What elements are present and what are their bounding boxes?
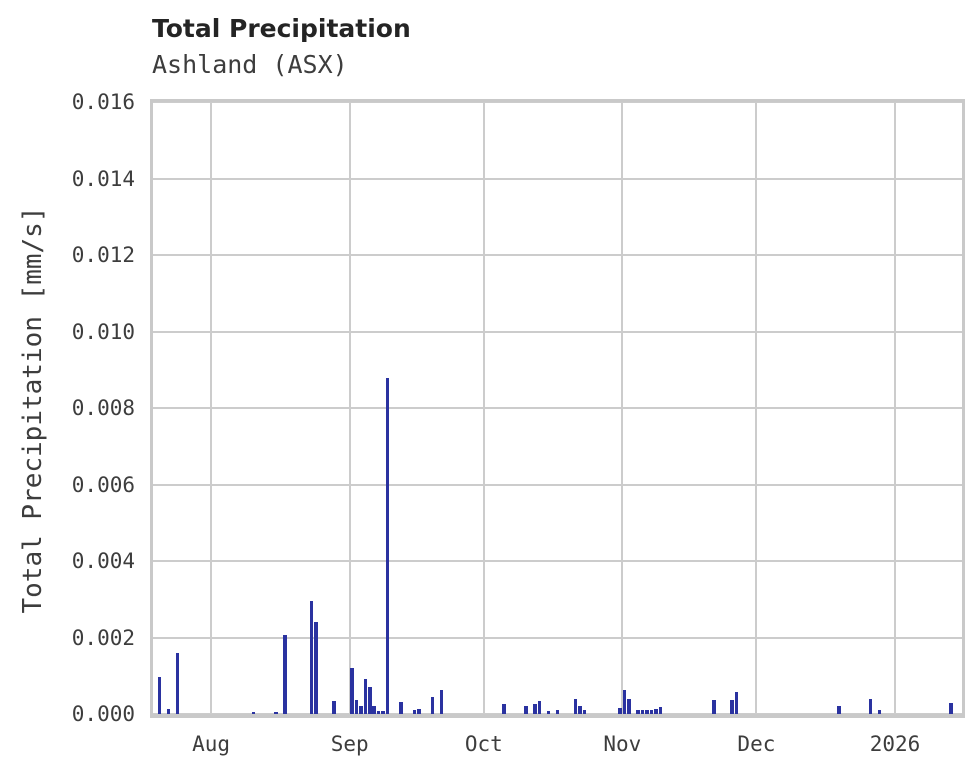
bar <box>734 691 739 714</box>
bar <box>430 696 435 714</box>
bar <box>368 686 372 714</box>
bar <box>376 710 381 714</box>
bar <box>439 690 444 714</box>
bar <box>157 677 162 714</box>
bar <box>314 621 318 714</box>
bar <box>381 710 385 714</box>
x-gridline <box>210 102 213 714</box>
bar <box>654 709 658 714</box>
y-tick-label: 0.000 <box>71 702 135 726</box>
bar <box>417 709 421 714</box>
chart-subtitle: Ashland (ASX) <box>152 50 348 79</box>
bar <box>524 706 528 714</box>
y-tick-label: 0.004 <box>71 549 135 573</box>
x-tick-label: Aug <box>192 732 231 756</box>
x-gridline <box>755 102 758 714</box>
bar <box>546 711 551 714</box>
y-gridline <box>153 636 962 639</box>
y-tick-label: 0.006 <box>71 472 135 497</box>
y-gridline <box>153 330 962 333</box>
x-gridline <box>894 102 896 714</box>
bar <box>649 710 654 714</box>
bar <box>627 698 631 714</box>
bar <box>640 710 645 714</box>
bar <box>573 698 578 714</box>
plot-area <box>150 99 965 718</box>
bar <box>309 600 314 714</box>
bar <box>712 699 716 714</box>
y-tick-label: 0.008 <box>71 396 135 420</box>
bar <box>578 705 582 714</box>
bar <box>658 707 663 714</box>
bar <box>350 668 354 714</box>
y-tick-label: 0.002 <box>71 625 135 650</box>
y-tick-label: 0.010 <box>71 319 135 344</box>
x-tick-label: Oct <box>464 732 503 756</box>
bar <box>412 710 417 714</box>
bar <box>372 706 376 714</box>
bar <box>949 703 953 714</box>
x-tick-label: Dec <box>737 732 776 756</box>
bar <box>837 706 841 714</box>
x-gridline <box>348 102 351 714</box>
x-gridline <box>621 102 624 714</box>
bar <box>251 711 256 714</box>
y-gridline <box>153 177 962 180</box>
x-tick-label: Nov <box>603 732 642 756</box>
bar <box>730 700 734 714</box>
bar <box>622 690 627 714</box>
bar <box>359 706 363 714</box>
bar <box>877 710 882 714</box>
bar <box>645 710 649 714</box>
y-gridline <box>153 254 962 256</box>
y-tick-label: 0.014 <box>71 166 135 191</box>
x-tick-label: 2026 <box>869 732 921 756</box>
bar <box>332 701 336 714</box>
y-gridline <box>153 102 962 103</box>
bar <box>582 710 587 714</box>
bar <box>533 704 537 714</box>
bar <box>283 634 287 714</box>
y-gridline <box>153 560 962 562</box>
x-tick-label: Sep <box>330 732 369 756</box>
bar <box>166 709 171 714</box>
bar <box>868 698 873 714</box>
bar <box>618 708 622 714</box>
plot-inner <box>153 102 962 714</box>
bar <box>385 378 390 714</box>
y-tick-label: 0.016 <box>71 90 135 114</box>
x-gridline <box>482 102 485 714</box>
y-tick-label: 0.012 <box>71 243 135 267</box>
bar <box>502 704 506 714</box>
bar <box>363 679 368 714</box>
y-gridline <box>153 483 962 486</box>
chart-title: Total Precipitation <box>152 14 411 43</box>
bar <box>636 710 640 714</box>
y-gridline <box>153 407 962 409</box>
bar <box>537 701 542 714</box>
bar <box>399 701 403 714</box>
bar <box>354 699 359 714</box>
bar <box>175 652 180 714</box>
bar <box>555 710 560 714</box>
bar <box>274 712 278 714</box>
